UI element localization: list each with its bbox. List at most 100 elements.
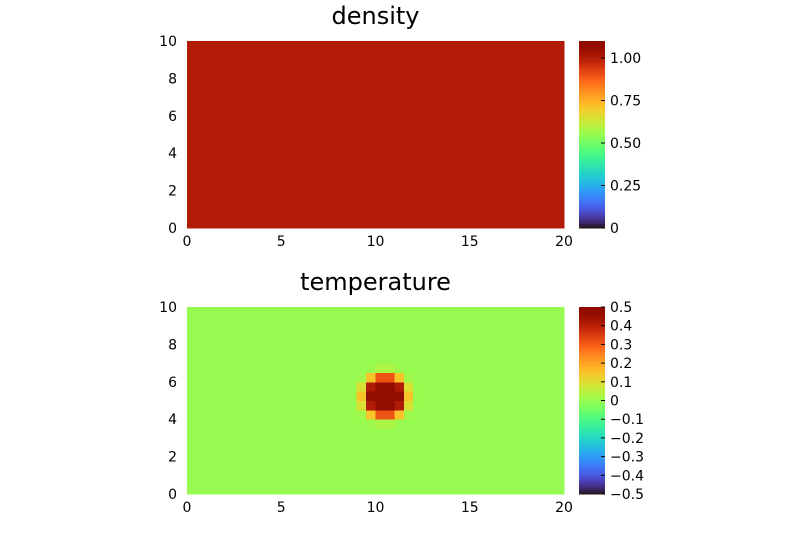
colorbar-segment	[579, 218, 605, 221]
heatmap-cell	[488, 391, 499, 401]
heatmap-cell	[375, 325, 386, 336]
heatmap-cell	[337, 419, 348, 430]
heatmap-cell	[394, 465, 405, 476]
colorbar-segment	[579, 62, 605, 65]
heatmap-cell	[262, 475, 273, 486]
colorbar-tick-label: −0.4	[610, 468, 644, 484]
heatmap-cell	[403, 372, 414, 383]
colorbar-segment	[579, 325, 605, 328]
heatmap-cell	[488, 400, 499, 411]
heatmap-cell	[394, 153, 414, 173]
heatmap-cell	[375, 190, 395, 210]
heatmap-cell	[384, 419, 395, 430]
colorbar-segment	[579, 199, 605, 203]
heatmap-cell	[318, 447, 329, 458]
heatmap-cell	[375, 400, 386, 411]
colorbar-segment	[579, 173, 605, 176]
heatmap-cell	[290, 456, 301, 467]
heatmap-cell	[507, 209, 527, 229]
heatmap-cell	[384, 363, 395, 373]
heatmap-cell	[498, 475, 508, 486]
colorbar-segment	[579, 313, 605, 316]
heatmap-cell	[347, 419, 358, 430]
heatmap-cell	[441, 353, 452, 364]
heatmap-cell	[488, 97, 508, 117]
heatmap-cell	[526, 465, 537, 476]
heatmap-cell	[394, 456, 405, 467]
heatmap-cell	[441, 437, 452, 448]
heatmap-cell	[413, 409, 424, 420]
heatmap-cell	[309, 409, 320, 420]
colorbar-segment	[579, 150, 605, 153]
heatmap-cell	[413, 115, 433, 135]
colorbar-tick-label: −0.5	[610, 487, 644, 503]
heatmap-cell	[300, 437, 311, 448]
heatmap-cell	[545, 456, 556, 467]
heatmap-cell	[488, 78, 508, 98]
heatmap-cell	[318, 419, 329, 430]
heatmap-cell	[356, 134, 376, 154]
heatmap-cell	[215, 484, 226, 495]
heatmap-cell	[243, 97, 263, 117]
heatmap-cell	[535, 475, 546, 486]
heatmap-cell	[526, 171, 546, 192]
heatmap-cell	[507, 171, 527, 192]
heatmap-cell	[243, 134, 263, 154]
heatmap-cell	[337, 409, 348, 420]
heatmap-cell	[384, 484, 395, 495]
heatmap-cell	[234, 456, 245, 467]
heatmap-cell	[535, 316, 546, 327]
heatmap-cell	[469, 153, 490, 173]
heatmap-cell	[262, 316, 273, 327]
heatmap-cell	[271, 456, 282, 467]
colorbar-tick-label: −0.1	[610, 412, 644, 428]
heatmap-cell	[413, 437, 424, 448]
heatmap-cell	[526, 307, 537, 317]
heatmap-cell	[450, 171, 471, 192]
colorbar-tick-label: 0.50	[610, 136, 641, 152]
colorbar-segment	[579, 461, 605, 464]
heatmap-cell	[403, 353, 414, 364]
heatmap-cell	[526, 134, 546, 154]
panel-temperature: temperature 0 5 10 15 20 0 2 4 6 8 10 0.5 0.4 0.3 0.2 0.…	[159, 268, 644, 516]
heatmap-cell	[337, 391, 348, 401]
heatmap-cell	[403, 465, 414, 476]
heatmap-cell	[422, 428, 433, 439]
heatmap-cell	[469, 41, 490, 61]
heatmap-cell	[347, 307, 358, 317]
heatmap-cell	[488, 419, 499, 430]
heatmap-cell	[394, 190, 414, 210]
heatmap-cell	[356, 307, 367, 317]
heatmap-cell	[234, 372, 245, 383]
heatmap-cell	[224, 419, 235, 430]
heatmap-cell	[394, 475, 405, 486]
colorbar-segment	[579, 455, 605, 458]
heatmap-cell	[507, 465, 518, 476]
heatmap-cell	[271, 428, 282, 439]
colorbar-segment	[579, 361, 605, 364]
heatmap-cell	[545, 465, 556, 476]
heatmap-cell	[526, 325, 537, 336]
heatmap-cell	[234, 484, 245, 495]
heatmap-cell	[318, 428, 329, 439]
colorbar-segment	[579, 395, 605, 398]
heatmap-cell	[281, 316, 292, 327]
heatmap-cell	[535, 465, 546, 476]
heatmap-cell	[375, 419, 386, 430]
heatmap-cell	[535, 372, 546, 383]
colorbar-segment	[579, 61, 605, 64]
heatmap-cell	[516, 400, 527, 411]
heatmap-cell	[450, 409, 461, 420]
heatmap-cell	[224, 335, 235, 345]
heatmap-cell	[545, 209, 565, 229]
heatmap-cell	[328, 316, 339, 327]
heatmap-cell	[356, 381, 367, 392]
colorbar-segment	[579, 122, 605, 125]
heatmap-cell	[526, 209, 546, 229]
heatmap-cell	[526, 41, 546, 61]
colorbar-segment	[579, 223, 605, 226]
heatmap-cell	[535, 363, 546, 373]
colorbar-segment	[579, 426, 605, 430]
colorbar-segment	[579, 383, 605, 386]
heatmap-cell	[187, 78, 207, 98]
